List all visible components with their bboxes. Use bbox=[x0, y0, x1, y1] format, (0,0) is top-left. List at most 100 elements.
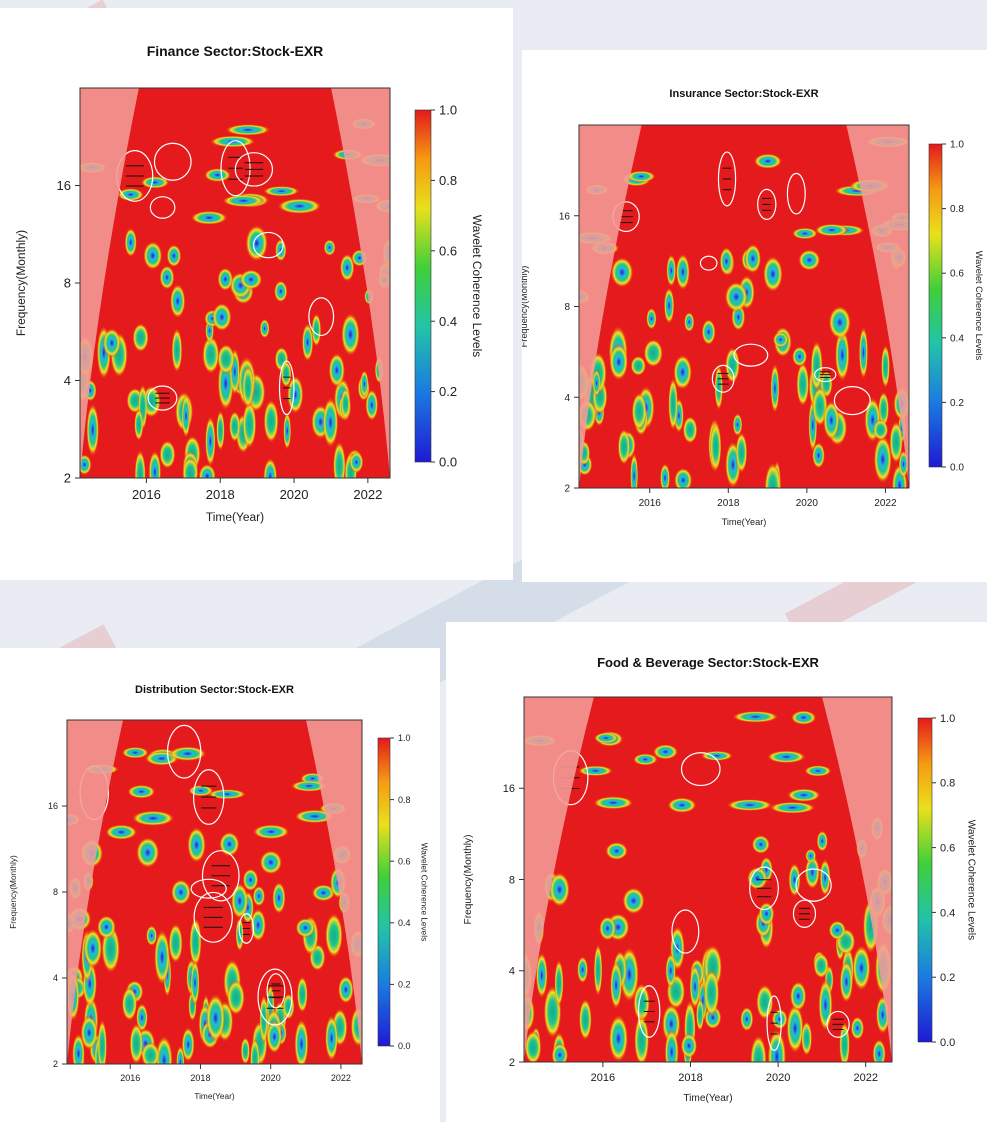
coherence-blob bbox=[750, 1034, 767, 1062]
y-axis-label: Frequency(Monthly) bbox=[463, 835, 474, 925]
coherence-blob bbox=[673, 467, 693, 488]
coherence-blob bbox=[630, 355, 647, 376]
coherence-blob bbox=[626, 170, 656, 183]
coherence-blob bbox=[593, 943, 603, 997]
coherence-blob bbox=[262, 185, 300, 197]
colorbar-tick-label: 0.4 bbox=[398, 918, 411, 928]
coherence-blob bbox=[337, 975, 354, 1004]
chart-title: Food & Beverage Sector:Stock-EXR bbox=[597, 655, 819, 670]
coherence-blob bbox=[770, 363, 780, 414]
x-tick-label: 2022 bbox=[331, 1073, 351, 1083]
coherence-blob bbox=[145, 925, 158, 947]
y-tick-label: 8 bbox=[509, 874, 515, 886]
coherence-blob bbox=[682, 416, 698, 444]
colorbar-tick-label: 0.6 bbox=[398, 856, 411, 866]
coherence-blob bbox=[873, 434, 893, 484]
coherence-blob bbox=[724, 281, 749, 313]
coherence-blob bbox=[578, 998, 592, 1041]
significance-contour bbox=[266, 973, 286, 1009]
x-tick-label: 2022 bbox=[353, 487, 382, 502]
coherence-blob bbox=[159, 265, 175, 290]
coherence-blob bbox=[695, 998, 705, 1032]
coherence-blob bbox=[324, 912, 343, 958]
y-axis-label: Frequency(Monthly) bbox=[14, 230, 28, 336]
x-tick-label: 2020 bbox=[261, 1073, 281, 1083]
colorbar-tick-label: 0.0 bbox=[398, 1041, 411, 1051]
y-tick-label: 8 bbox=[564, 302, 570, 313]
coherence-blob bbox=[646, 307, 657, 330]
coherence-blob bbox=[811, 442, 826, 469]
coherence-blob bbox=[290, 780, 328, 792]
y-tick-label: 16 bbox=[57, 178, 71, 193]
coherence-blob bbox=[622, 887, 645, 915]
coherence-blob bbox=[852, 944, 871, 992]
coherence-blob bbox=[134, 449, 146, 478]
coherence-blob bbox=[632, 753, 658, 766]
colorbar-tick-label: 0.6 bbox=[950, 269, 964, 280]
coherence-blob bbox=[709, 421, 722, 472]
coherence-blob bbox=[850, 1016, 865, 1041]
coherence-blob bbox=[700, 750, 734, 761]
coherence-blob bbox=[680, 1033, 698, 1059]
coherence-blob bbox=[631, 392, 647, 431]
coherence-blob bbox=[767, 1028, 787, 1062]
coherence-blob bbox=[129, 1022, 144, 1064]
coherence-blob bbox=[340, 388, 351, 421]
coherence-blob bbox=[726, 799, 773, 812]
heatmap-field bbox=[579, 125, 909, 488]
coherence-blob bbox=[714, 364, 724, 411]
coherence-blob bbox=[735, 431, 748, 474]
coherence-blob bbox=[554, 959, 564, 1007]
coherence-blob bbox=[592, 369, 601, 397]
significance-contour bbox=[193, 891, 233, 943]
coherence-blob bbox=[756, 984, 774, 1021]
coherence-blob bbox=[804, 855, 820, 890]
coherence-blob bbox=[771, 1008, 788, 1030]
cone-of-influence-right bbox=[331, 88, 390, 478]
coherence-blob bbox=[788, 862, 801, 897]
colorbar bbox=[928, 143, 943, 468]
coherence-blob bbox=[198, 463, 216, 478]
coherence-blob bbox=[190, 210, 228, 225]
x-tick-label: 2018 bbox=[717, 498, 740, 509]
coherence-blob bbox=[182, 457, 199, 478]
colorbar-tick-label: 0.8 bbox=[398, 795, 411, 805]
coherence-blob bbox=[189, 917, 202, 968]
coherence-blob bbox=[296, 976, 308, 1014]
colorbar-label: Wavelet Coherence Levels bbox=[966, 820, 977, 940]
coherence-blob bbox=[889, 420, 903, 464]
coherence-blob bbox=[311, 313, 322, 347]
significance-contour bbox=[792, 899, 817, 928]
cone-of-influence-left bbox=[524, 697, 594, 1062]
colorbar-tick-label: 0.0 bbox=[950, 463, 964, 474]
coherence-blob bbox=[822, 400, 840, 441]
coherence-blob bbox=[259, 850, 283, 875]
wavelet-coherence-chart-finance: Finance Sector:Stock-EXR 2016 2018 2020 2022… bbox=[14, 43, 484, 524]
significance-contour bbox=[234, 152, 274, 187]
significance-contour bbox=[220, 140, 251, 197]
significance-contour bbox=[190, 878, 227, 899]
cone-of-influence-right bbox=[822, 697, 892, 1062]
coherence-blob bbox=[819, 858, 831, 897]
coherence-blob bbox=[127, 784, 156, 799]
coherence-blob bbox=[791, 227, 818, 240]
coherence-blob bbox=[96, 915, 117, 939]
coherence-blob bbox=[83, 928, 103, 969]
chart-panel-distribution: Distribution Sector:Stock-EXR 2016 2018 202… bbox=[0, 648, 440, 1122]
coherence-blob bbox=[577, 765, 614, 777]
coherence-blob bbox=[181, 393, 191, 439]
coherence-blob bbox=[266, 1020, 283, 1054]
coherence-blob bbox=[216, 410, 225, 452]
cone-of-influence-left bbox=[67, 720, 124, 1064]
significance-contour bbox=[717, 151, 737, 207]
coherence-blob bbox=[188, 785, 214, 797]
coherence-blob bbox=[609, 343, 629, 381]
coherence-blob bbox=[250, 908, 267, 942]
coherence-blob bbox=[617, 428, 631, 466]
coherence-blob bbox=[828, 305, 852, 340]
coherence-blob bbox=[668, 377, 679, 432]
coherence-blob bbox=[630, 452, 639, 488]
significance-contour bbox=[201, 850, 240, 902]
coherence-blob bbox=[872, 419, 889, 441]
